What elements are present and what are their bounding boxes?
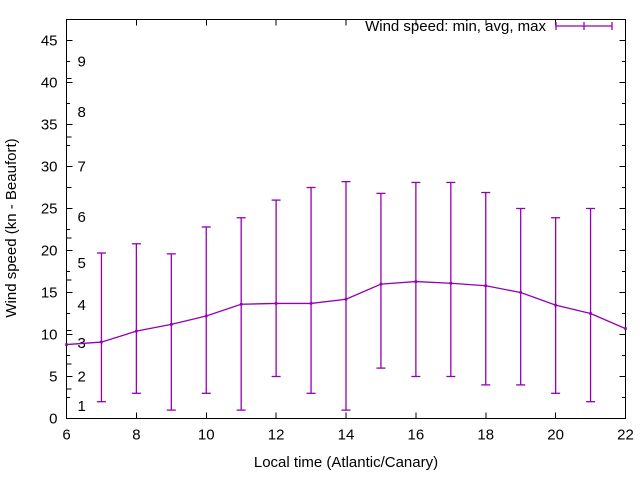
error-bar bbox=[481, 191, 491, 386]
y-tick-label: 45 bbox=[41, 33, 58, 50]
x-tick-label: 16 bbox=[408, 427, 425, 444]
error-bar bbox=[376, 192, 386, 369]
y-tick-label: 35 bbox=[41, 117, 58, 134]
error-bar bbox=[306, 186, 316, 394]
x-tick-label: 6 bbox=[62, 427, 70, 444]
error-bar bbox=[446, 181, 456, 378]
data-point bbox=[135, 329, 138, 333]
x-axis-ticks: 6 8 10 12 14 16 18 20 22 bbox=[62, 19, 634, 444]
y-tick-label: 25 bbox=[41, 201, 58, 218]
data-point bbox=[484, 284, 488, 288]
x-tick-label: 8 bbox=[132, 427, 140, 444]
data-point bbox=[239, 302, 243, 306]
beaufort-tick-label: 7 bbox=[78, 159, 86, 176]
y-tick-label: 10 bbox=[41, 327, 58, 344]
error-bar bbox=[271, 199, 281, 378]
data-point bbox=[274, 302, 278, 305]
beaufort-tick-label: 8 bbox=[78, 104, 86, 121]
error-bar bbox=[516, 207, 526, 386]
error-bar bbox=[586, 207, 596, 403]
beaufort-tick-label: 4 bbox=[78, 297, 86, 314]
y-tick-label: 15 bbox=[41, 285, 58, 302]
error-bar bbox=[166, 253, 176, 411]
y-tick-label: 0 bbox=[49, 411, 57, 428]
x-tick-label: 20 bbox=[547, 427, 564, 444]
error-bar bbox=[131, 243, 141, 394]
data-point bbox=[204, 314, 208, 318]
beaufort-tick-label: 1 bbox=[78, 398, 86, 415]
average-line-group bbox=[65, 280, 627, 346]
data-point bbox=[624, 327, 627, 330]
y-axis-title: Wind speed (kn - Beaufort) bbox=[3, 138, 20, 317]
error-bar bbox=[411, 181, 421, 378]
data-point bbox=[170, 323, 173, 326]
x-tick-label: 12 bbox=[268, 427, 285, 444]
data-point bbox=[309, 302, 313, 305]
y-tick-label: 30 bbox=[41, 159, 58, 176]
beaufort-tick-label: 5 bbox=[78, 255, 86, 272]
data-point bbox=[65, 343, 68, 346]
x-tick-label: 10 bbox=[198, 427, 215, 444]
error-bar bbox=[201, 226, 211, 394]
x-axis-title: Local time (Atlantic/Canary) bbox=[254, 454, 438, 471]
x-tick-label: 18 bbox=[477, 427, 494, 444]
data-point bbox=[519, 291, 522, 294]
error-bar bbox=[341, 180, 351, 411]
error-bars-group bbox=[96, 180, 596, 411]
beaufort-tick-label: 9 bbox=[78, 54, 86, 71]
data-point bbox=[344, 297, 348, 301]
data-point bbox=[414, 280, 418, 283]
x-tick-label: 14 bbox=[338, 427, 355, 444]
data-point bbox=[589, 312, 592, 315]
y-tick-label: 5 bbox=[49, 369, 57, 386]
legend: Wind speed: min, avg, max bbox=[365, 18, 613, 35]
legend-label: Wind speed: min, avg, max bbox=[365, 18, 546, 35]
beaufort-tick-label: 2 bbox=[78, 369, 86, 386]
error-bar bbox=[236, 217, 246, 411]
data-point bbox=[379, 282, 383, 286]
data-point bbox=[100, 340, 103, 344]
y-tick-label: 20 bbox=[41, 243, 58, 260]
data-point bbox=[554, 303, 557, 307]
x-tick-label: 22 bbox=[617, 427, 634, 444]
beaufort-tick-label: 6 bbox=[78, 209, 86, 226]
y-tick-label: 40 bbox=[41, 75, 58, 92]
data-point bbox=[449, 281, 453, 285]
error-bar bbox=[96, 252, 106, 403]
